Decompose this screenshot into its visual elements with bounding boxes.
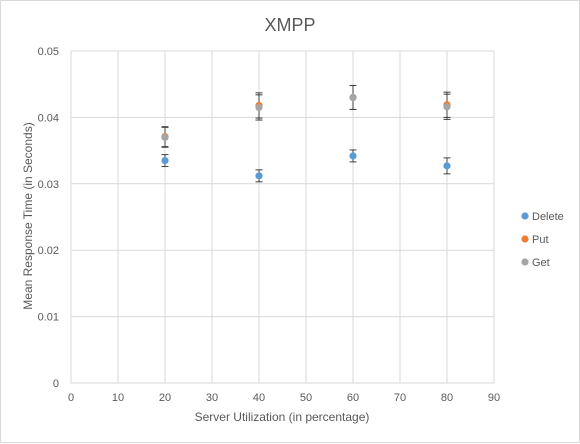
- legend: Delete Put Get: [521, 211, 564, 269]
- y-tick-label: 0.05: [38, 46, 59, 58]
- error-bars: [161, 85, 451, 183]
- x-tick-label: 80: [441, 392, 453, 404]
- legend-label-get: Get: [532, 257, 550, 269]
- x-tick-label: 90: [488, 392, 500, 404]
- get-point: [443, 103, 451, 111]
- y-tick-labels: 0 0.01 0.02 0.03 0.04 0.05: [38, 46, 59, 390]
- data-points: [161, 93, 451, 180]
- legend-marker-get: [521, 258, 529, 266]
- delete-point: [349, 152, 357, 160]
- legend-label-delete: Delete: [532, 211, 564, 223]
- x-tick-label: 40: [253, 392, 265, 404]
- x-tick-label: 10: [112, 392, 124, 404]
- delete-point: [443, 162, 451, 170]
- y-tick-label: 0: [53, 378, 59, 390]
- delete-point: [255, 172, 263, 180]
- x-axis-label: Server Utilization (in percentage): [195, 410, 370, 424]
- y-tick-label: 0.01: [38, 312, 59, 324]
- x-tick-label: 30: [206, 392, 218, 404]
- legend-marker-delete: [521, 212, 529, 220]
- x-tick-label: 0: [68, 392, 74, 404]
- gridlines: [70, 50, 495, 384]
- get-point: [255, 103, 263, 112]
- x-tick-label: 20: [159, 392, 171, 404]
- chart-title: XMPP: [264, 15, 315, 35]
- x-tick-label: 70: [394, 392, 406, 404]
- y-tick-label: 0.03: [38, 179, 59, 191]
- y-tick-label: 0.02: [38, 245, 59, 257]
- x-tick-label: 60: [347, 392, 359, 404]
- x-tick-labels: 0 10 20 30 40 50 60 70 80 90: [68, 392, 500, 404]
- y-axis-label: Mean Response Time (in Seconds): [21, 122, 35, 309]
- get-point: [161, 133, 169, 141]
- y-tick-label: 0.04: [38, 112, 59, 124]
- legend-marker-put: [521, 235, 529, 243]
- delete-point: [161, 156, 169, 165]
- legend-label-put: Put: [532, 234, 549, 246]
- get-point: [349, 93, 357, 102]
- x-tick-label: 50: [300, 392, 312, 404]
